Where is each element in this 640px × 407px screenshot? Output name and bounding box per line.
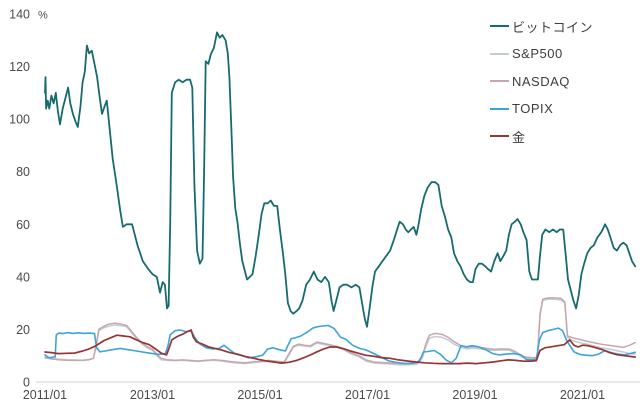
legend-label-sp500: S&P500 (512, 46, 563, 61)
axis-layer: 0 20 40 60 80 100 120 140 % 2011/01 2013/01 2015/01… (9, 8, 640, 402)
y-tick-label: 40 (16, 270, 30, 284)
x-tick-label: 2017/01 (345, 388, 390, 402)
legend-swatch-topix (490, 107, 509, 110)
legend-swatch-sp500 (490, 52, 509, 55)
chart-legend: ビットコイン S&P500 NASDAQ TOPIX 金 (490, 17, 593, 145)
y-tick-label: 120 (9, 60, 30, 74)
y-tick-label: 100 (9, 113, 30, 127)
legend-item-sp500: S&P500 (490, 45, 593, 63)
legend-swatch-nasdaq (490, 80, 509, 82)
legend-label-nasdaq: NASDAQ (512, 73, 570, 89)
x-tick-label: 2021/01 (560, 388, 605, 402)
series-line-gold (44, 329, 637, 365)
series-line-topix (44, 324, 636, 365)
series-line-bitcoin (44, 31, 637, 328)
x-tick-label: 2013/01 (130, 388, 175, 402)
legend-swatch-gold (490, 135, 509, 137)
y-tick-label: 0 (23, 376, 30, 390)
legend-swatch-bitcoin (490, 25, 509, 27)
series-layer (44, 31, 637, 366)
y-tick-label: 80 (16, 165, 30, 179)
x-tick-label: 2011/01 (23, 388, 67, 402)
legend-item-nasdaq: NASDAQ (490, 72, 593, 90)
legend-item-topix: TOPIX (490, 100, 593, 118)
x-tick-label: 2019/01 (452, 388, 497, 402)
legend-label-bitcoin: ビットコイン (512, 19, 594, 35)
series-line-sp500 (44, 298, 636, 366)
x-tick-label: 2015/01 (237, 388, 282, 402)
y-tick-label: 140 (9, 8, 30, 22)
y-tick-label: 60 (16, 218, 30, 232)
legend-item-gold: 金 (490, 127, 593, 145)
legend-label-topix: TOPIX (512, 101, 554, 116)
legend-item-bitcoin: ビットコイン (490, 17, 593, 35)
y-axis-unit-label: % (38, 10, 48, 22)
legend-label-gold: 金 (512, 129, 526, 145)
y-tick-label: 20 (16, 323, 30, 337)
